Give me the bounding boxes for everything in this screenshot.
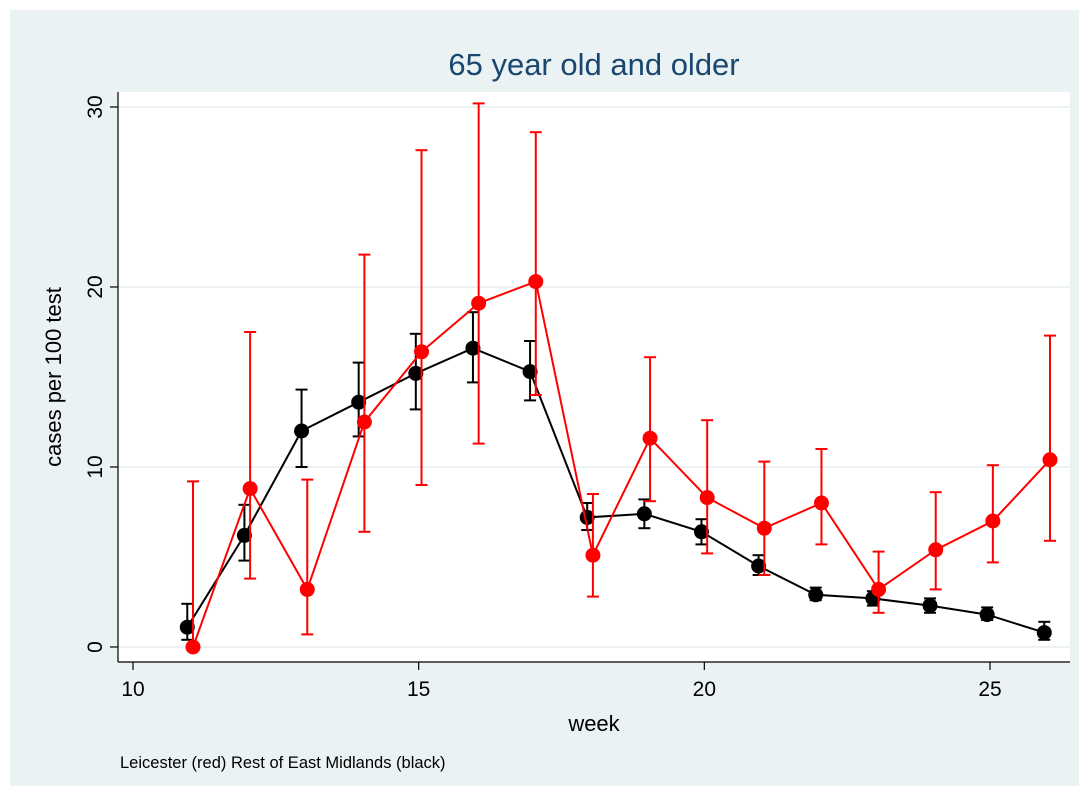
data-point [928,542,944,558]
data-point [636,506,652,522]
data-point [979,607,995,623]
y-axis-label: cases per 100 test [41,287,66,467]
data-point [351,394,367,410]
data-point [922,598,938,614]
series-line [186,347,1045,634]
data-point [528,274,544,290]
plot-area [118,92,1070,662]
series-1 [179,311,1052,641]
data-point [585,547,601,563]
series-layer [179,102,1058,655]
y-tick-label: 10 [84,455,107,478]
grid-layer [118,106,1070,648]
data-point [471,295,487,311]
data-point [179,619,195,635]
data-point [242,481,258,497]
data-point [813,495,829,511]
chart-note: Leicester (red) Rest of East Midlands (b… [120,754,446,772]
data-point [465,340,481,356]
data-point [414,344,430,360]
data-point [1036,625,1052,641]
data-point [756,520,772,536]
data-point [642,430,658,446]
data-point [408,365,424,381]
data-point [985,513,1001,529]
x-tick-label: 10 [121,678,144,701]
data-point [871,581,887,597]
data-point [808,587,824,603]
y-tick-label: 30 [84,95,107,118]
ticks-layer: 0 10 20 30 10 15 20 25 [84,95,1002,701]
series-line [192,280,1051,648]
x-tick-label: 20 [693,678,716,701]
y-tick-label: 20 [84,275,107,298]
data-point [299,581,315,597]
data-point [522,364,538,380]
x-axis-label: week [567,711,620,736]
data-point [751,558,767,574]
y-tick-label: 0 [84,641,107,653]
data-point [236,527,252,543]
chart-title: 65 year old and older [448,47,739,82]
data-point [185,639,201,655]
data-point [1042,452,1058,468]
axes-layer [117,92,1070,663]
x-tick-label: 25 [978,678,1001,701]
series-2 [185,102,1058,655]
data-point [693,524,709,540]
x-tick-label: 15 [407,678,430,701]
data-point [699,490,715,506]
data-point [294,423,310,439]
data-point [356,414,372,430]
